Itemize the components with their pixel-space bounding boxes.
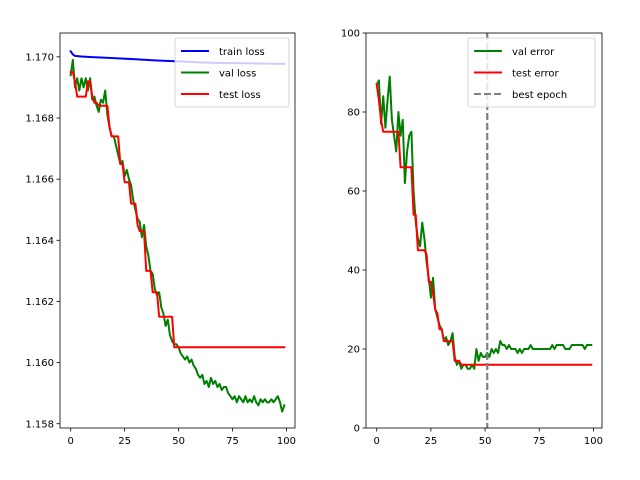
x-tick-label: 100 — [584, 436, 603, 447]
loss-chart: 0 25 50 75 100 1.158 1.160 1.162 1.164 1.166 1.168… — [25, 32, 296, 447]
x-tick-label: 100 — [277, 436, 296, 447]
y-tick-label: 1.160 — [25, 358, 54, 369]
legend-label-val-error: val error — [512, 47, 555, 58]
x-tick-label: 75 — [226, 436, 239, 447]
y-tick-label: 1.164 — [25, 236, 54, 247]
series-line-val-loss — [69, 58, 286, 413]
y-tick-label: 1.170 — [25, 52, 54, 63]
series-line-test-loss — [69, 71, 286, 349]
legend-box — [174, 37, 290, 108]
error-chart: 0 25 50 75 100 0 20 40 60 80 100 val error test erro… — [341, 29, 603, 447]
x-tick-label: 50 — [479, 436, 492, 447]
legend-label-test-loss: test loss — [219, 90, 261, 101]
y-tick-label: 60 — [347, 187, 360, 198]
y-tick-label: 1.168 — [25, 114, 54, 125]
axes-frame — [365, 32, 603, 429]
axes-frame — [59, 32, 296, 429]
x-tick-label: 0 — [374, 436, 380, 447]
y-tick-label: 80 — [347, 108, 360, 119]
x-tick-label: 25 — [118, 436, 131, 447]
y-tick-label: 100 — [341, 29, 360, 40]
legend-box — [467, 37, 596, 108]
legend-label-test-error: test error — [512, 68, 559, 79]
legend-label-best-epoch: best epoch — [512, 90, 567, 101]
y-tick-label: 0 — [354, 424, 360, 435]
y-tick-label: 40 — [347, 266, 360, 277]
legend-label-train-loss: train loss — [219, 47, 265, 58]
legend-label-val-loss: val loss — [219, 68, 256, 79]
x-tick-label: 0 — [67, 436, 73, 447]
x-tick-label: 75 — [533, 436, 546, 447]
series-line-test-error — [375, 83, 593, 366]
x-tick-label: 25 — [425, 436, 438, 447]
y-tick-label: 1.166 — [25, 175, 54, 186]
x-tick-label: 50 — [172, 436, 185, 447]
y-tick-label: 1.162 — [25, 297, 54, 308]
y-tick-label: 1.158 — [25, 419, 54, 430]
series-line-val-error — [375, 75, 593, 370]
y-tick-label: 20 — [347, 345, 360, 356]
